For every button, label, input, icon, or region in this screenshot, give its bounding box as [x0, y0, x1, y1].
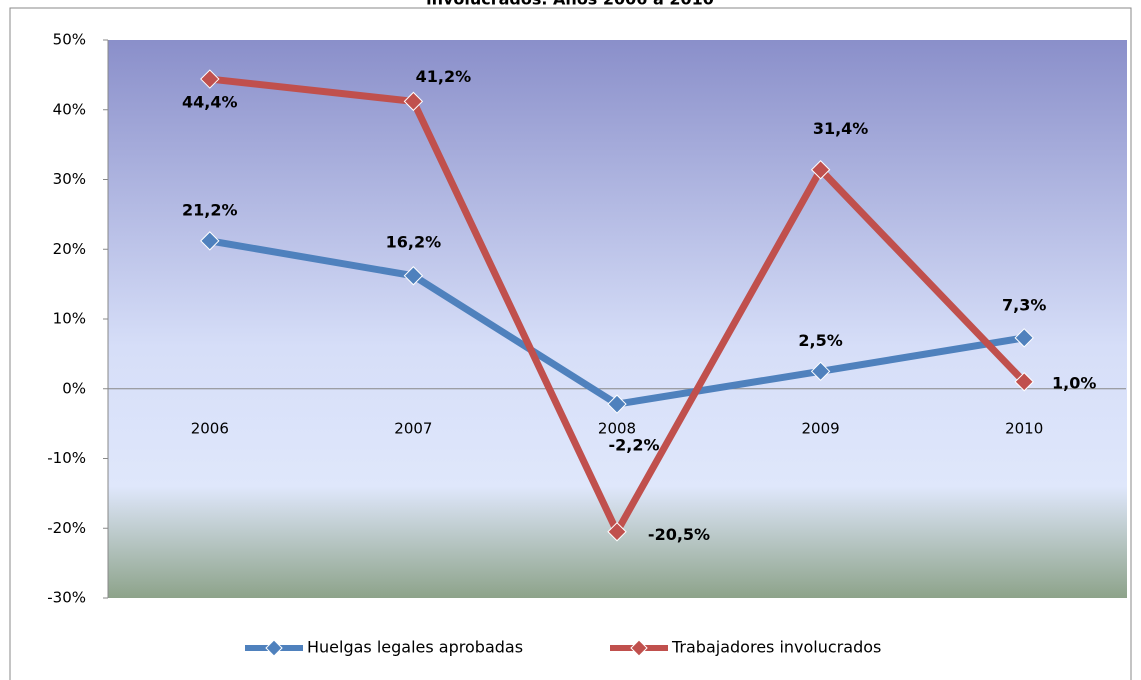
data-label: -2,2% [608, 436, 659, 455]
legend-marker [630, 639, 648, 657]
y-tick-label: 0% [62, 379, 86, 397]
data-label: 1,0% [1052, 373, 1096, 392]
point-marker [200, 69, 220, 89]
data-label: 16,2% [386, 232, 442, 251]
data-label: 41,2% [416, 67, 472, 86]
point-marker [607, 522, 627, 542]
point-marker [810, 160, 831, 180]
y-tick-label: 10% [53, 310, 86, 328]
data-label: -20,5% [648, 525, 710, 544]
point-marker [1014, 328, 1034, 348]
legend-label: Huelgas legales aprobadas [307, 638, 523, 657]
data-label: 21,2% [182, 200, 238, 219]
legend-label: Trabajadores involucrados [671, 638, 881, 657]
point-marker [1014, 372, 1034, 392]
data-label: 31,4% [813, 119, 869, 138]
point-marker [810, 361, 831, 382]
chart-title: involucrados. Años 2006 a 2010 [426, 0, 714, 9]
data-label: 2,5% [798, 331, 842, 350]
x-tick-label: 2006 [191, 419, 229, 437]
y-tick-label: -10% [47, 449, 86, 467]
x-tick-label: 2008 [598, 419, 636, 437]
point-marker [607, 394, 627, 414]
legend-marker [265, 639, 283, 657]
data-label: 44,4% [182, 93, 238, 112]
point-marker [403, 266, 424, 286]
y-tick-label: -20% [47, 519, 86, 537]
point-marker [200, 231, 220, 251]
y-tick-label: -30% [47, 589, 86, 607]
y-tick-label: 50% [53, 31, 86, 49]
x-tick-label: 2007 [394, 419, 432, 437]
plot-area [108, 40, 1127, 598]
point-marker [403, 91, 424, 112]
data-label: 7,3% [1002, 295, 1046, 314]
y-tick-label: 30% [53, 170, 86, 188]
x-tick-label: 2010 [1005, 419, 1043, 437]
y-tick-label: 20% [53, 240, 86, 258]
x-tick-label: 2009 [802, 419, 840, 437]
y-tick-label: 40% [53, 100, 86, 118]
